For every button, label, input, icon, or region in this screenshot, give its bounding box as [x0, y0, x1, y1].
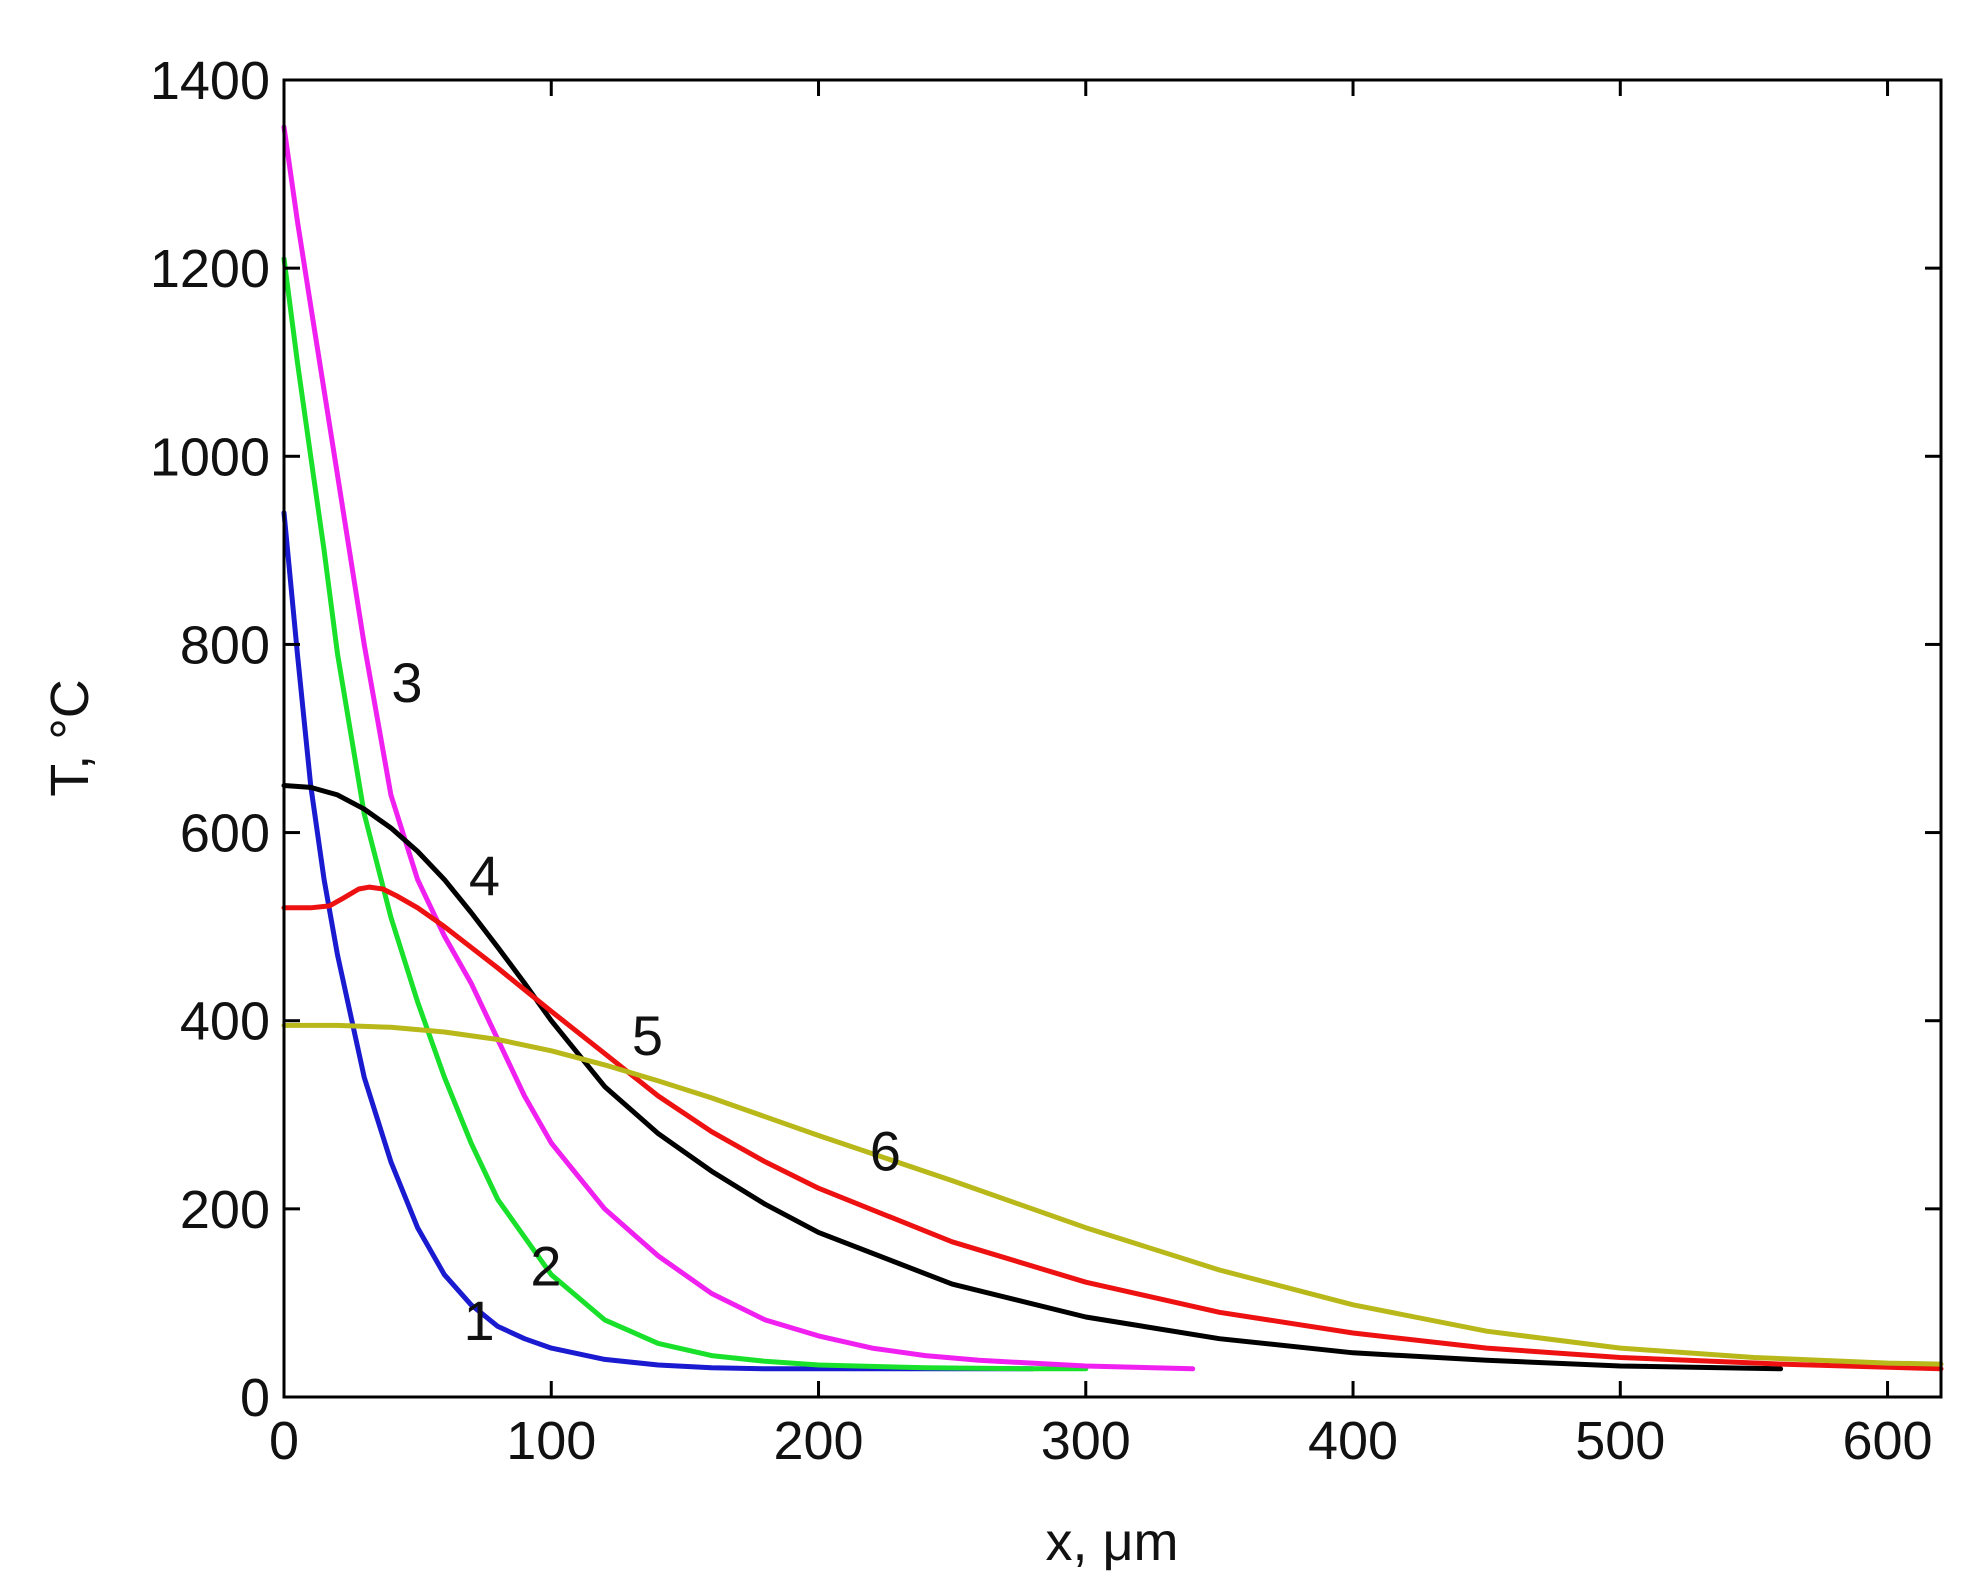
curves-layer — [281, 124, 1944, 1372]
x-tick-label: 500 — [1575, 1411, 1665, 1471]
y-tick-label: 200 — [180, 1180, 270, 1240]
series-5-line — [281, 884, 1944, 1372]
tick-labels-layer: 0 100 200 300 400 500 600 0 200 400 600 800 1000 1200… — [150, 51, 1933, 1471]
x-axis-title: x, μm — [1045, 1512, 1178, 1572]
series-1-label: 1 — [464, 1289, 495, 1352]
series-6-label: 6 — [870, 1120, 901, 1183]
series-3-label: 3 — [391, 651, 422, 714]
y-tick-label: 400 — [180, 992, 270, 1052]
y-tick-label: 1000 — [150, 427, 270, 487]
series-2-line — [281, 256, 1089, 1372]
curve-labels-layer: 12 3 4 5 6 — [391, 651, 901, 1352]
x-tick-label: 400 — [1308, 1411, 1398, 1471]
x-tick-label: 600 — [1842, 1411, 1932, 1471]
y-tick-label: 800 — [180, 615, 270, 675]
y-tick-label: 0 — [240, 1368, 270, 1428]
y-tick-label: 600 — [180, 804, 270, 864]
series-4-line — [281, 783, 1784, 1372]
x-tick-label: 0 — [269, 1411, 299, 1471]
series-3-line — [281, 124, 1196, 1372]
series-6-line — [281, 1022, 1944, 1367]
x-tick-label: 300 — [1041, 1411, 1131, 1471]
x-tick-label: 100 — [506, 1411, 596, 1471]
ticks-layer — [282, 78, 1941, 1399]
y-axis-title: T, °C — [40, 679, 100, 797]
series-1-line — [281, 510, 1035, 1372]
series-4-label: 4 — [469, 844, 500, 907]
y-tick-label: 1400 — [150, 51, 270, 111]
plot-frame — [282, 78, 1943, 1399]
series-5-label: 5 — [632, 1004, 663, 1067]
x-tick-label: 200 — [773, 1411, 863, 1471]
y-tick-label: 1200 — [150, 239, 270, 299]
series-2-label: 2 — [530, 1234, 561, 1297]
